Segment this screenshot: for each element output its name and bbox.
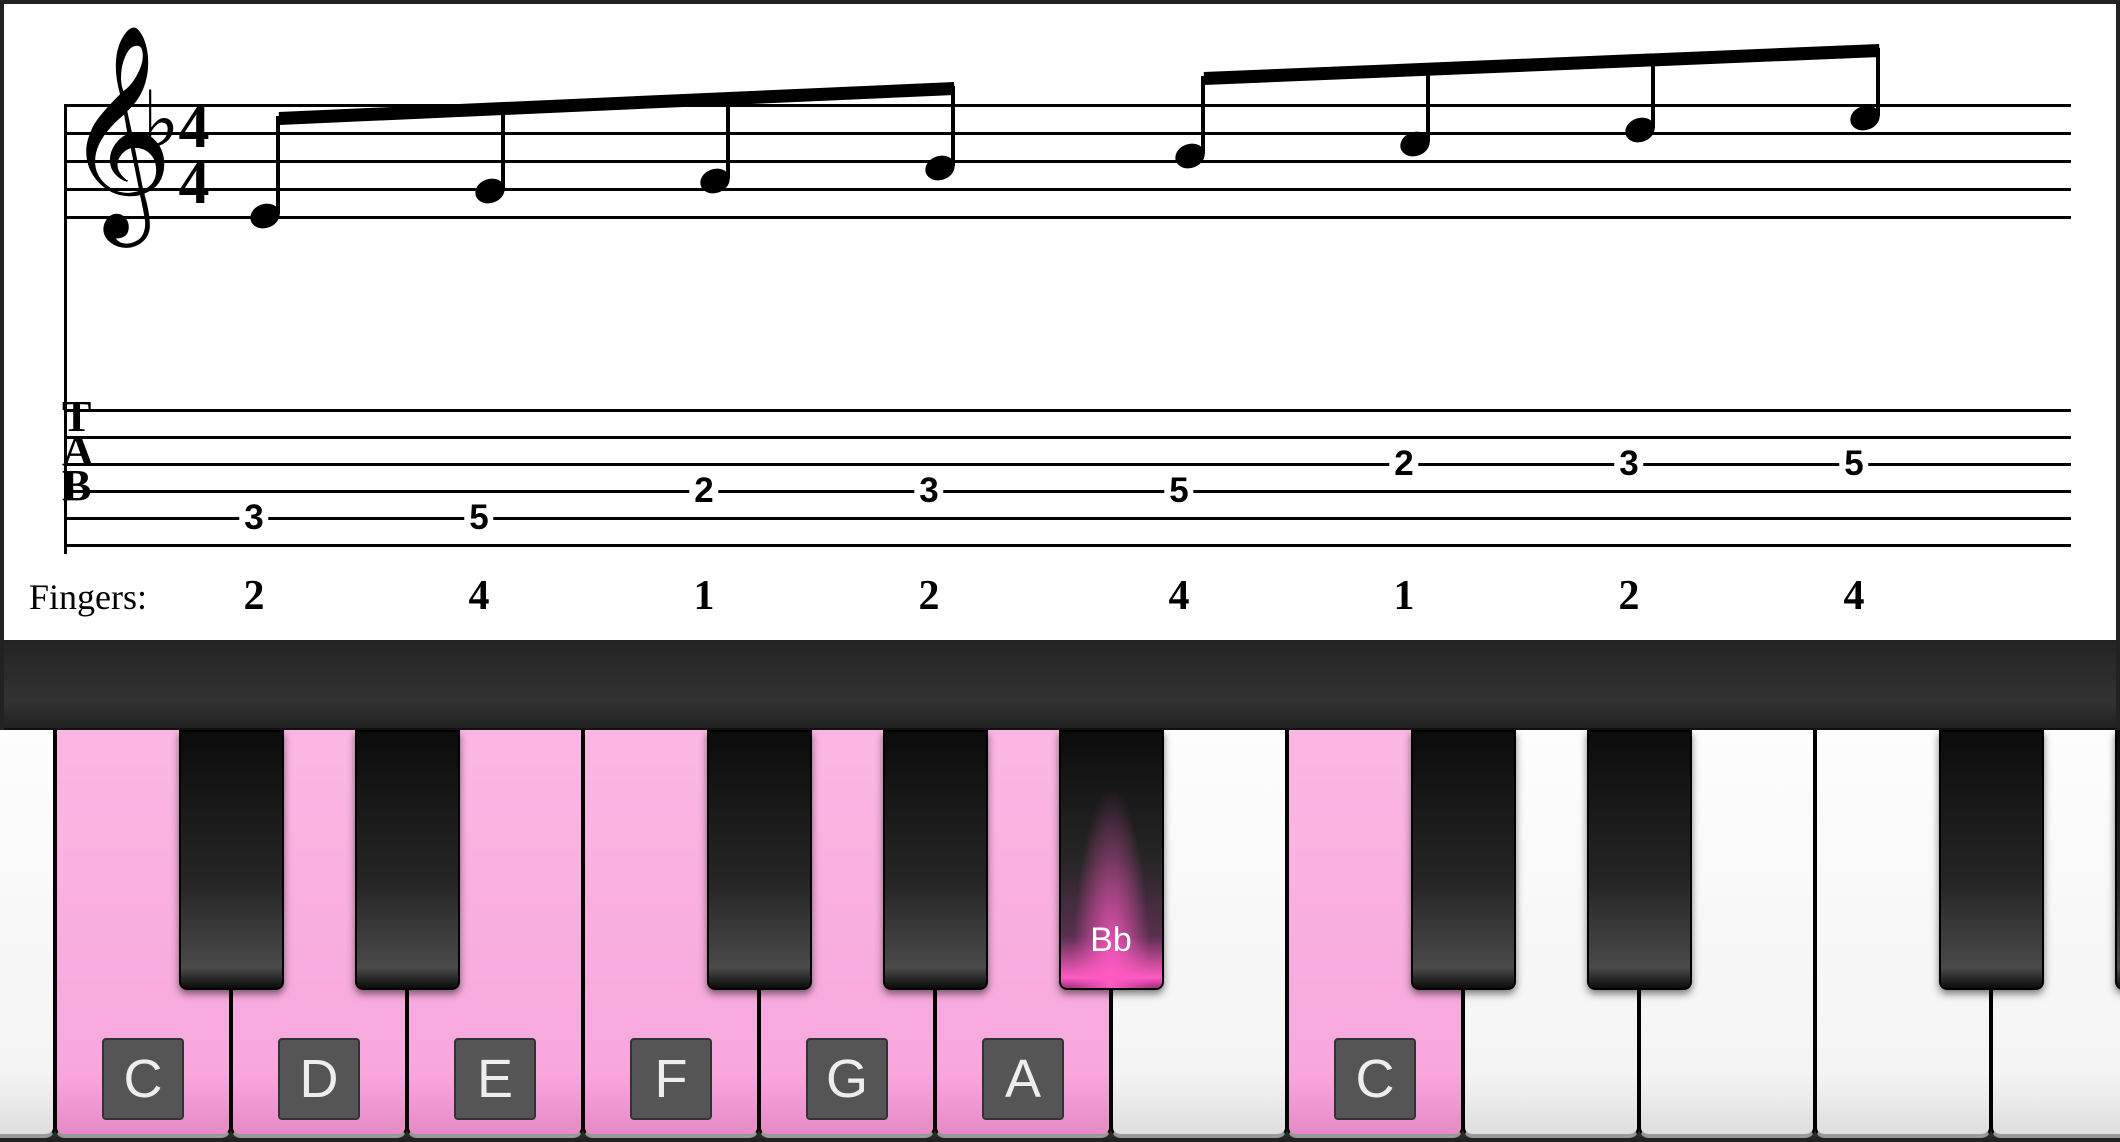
finger-number: 2 bbox=[919, 572, 940, 620]
black-key-csharp[interactable] bbox=[179, 730, 284, 990]
black-key-label: Bb bbox=[1090, 921, 1132, 960]
staff-line bbox=[64, 216, 2071, 219]
time-sig-denominator: 4 bbox=[174, 156, 214, 212]
tab-line bbox=[64, 544, 2071, 547]
tab-fret-number: 5 bbox=[1839, 444, 1868, 484]
tab-fret-number: 5 bbox=[464, 498, 493, 538]
tab-line bbox=[64, 463, 2071, 466]
staff-line bbox=[64, 132, 2071, 135]
tab-line bbox=[64, 490, 2071, 493]
piano-keys: C D E F G A C Bb bbox=[4, 730, 2116, 1138]
staff-line bbox=[64, 160, 2071, 163]
black-key-fsharp[interactable] bbox=[1939, 730, 2044, 990]
tab-fret-number: 2 bbox=[689, 471, 718, 511]
note-stem bbox=[1651, 57, 1655, 128]
piano-felt bbox=[4, 640, 2116, 730]
note-stem bbox=[276, 116, 280, 214]
tab-fret-number: 2 bbox=[1389, 444, 1418, 484]
key-label: E bbox=[454, 1038, 536, 1120]
note-stem bbox=[1426, 67, 1430, 142]
key-label: A bbox=[982, 1038, 1064, 1120]
note-stem bbox=[1876, 48, 1880, 116]
finger-number: 4 bbox=[469, 572, 490, 620]
finger-number: 4 bbox=[1169, 572, 1190, 620]
tab-label: T A B bbox=[62, 400, 92, 503]
notation-panel: 𝄞 ♭ 4 4 T A B 35235235 Fingers: 24124124 bbox=[4, 4, 2116, 644]
staff-line bbox=[64, 104, 2071, 107]
key-label: C bbox=[1334, 1038, 1416, 1120]
app-frame: 𝄞 ♭ 4 4 T A B 35235235 Fingers: 24124124… bbox=[0, 0, 2120, 1142]
black-key-csharp[interactable] bbox=[1411, 730, 1516, 990]
staff-line bbox=[64, 188, 2071, 191]
fingers-label: Fingers: bbox=[29, 576, 147, 618]
finger-number: 4 bbox=[1844, 572, 1865, 620]
time-sig-numerator: 4 bbox=[174, 100, 214, 156]
finger-number: 1 bbox=[1394, 572, 1415, 620]
key-label: G bbox=[806, 1038, 888, 1120]
tab-label-b: B bbox=[62, 469, 92, 503]
black-key-gsharp[interactable] bbox=[2115, 730, 2120, 990]
tab-staff bbox=[64, 409, 2071, 549]
note-stem bbox=[1201, 76, 1205, 154]
tab-fret-number: 3 bbox=[239, 498, 268, 538]
key-label: D bbox=[278, 1038, 360, 1120]
tab-line bbox=[64, 517, 2071, 520]
finger-number: 1 bbox=[694, 572, 715, 620]
black-key-fsharp[interactable] bbox=[707, 730, 812, 990]
tab-fret-number: 3 bbox=[1614, 444, 1643, 484]
black-key-dsharp[interactable] bbox=[1587, 730, 1692, 990]
tab-line bbox=[64, 436, 2071, 439]
tab-line bbox=[64, 409, 2071, 412]
beam bbox=[1204, 44, 1880, 85]
tab-fret-number: 3 bbox=[914, 471, 943, 511]
key-label: C bbox=[102, 1038, 184, 1120]
note-stem bbox=[726, 96, 730, 179]
finger-number: 2 bbox=[1619, 572, 1640, 620]
black-key-gsharp[interactable] bbox=[883, 730, 988, 990]
note-stem bbox=[951, 86, 955, 166]
tab-fret-number: 5 bbox=[1164, 471, 1193, 511]
black-key-dsharp[interactable] bbox=[355, 730, 460, 990]
piano-panel: C D E F G A C Bb bbox=[4, 640, 2116, 1138]
time-signature: 4 4 bbox=[174, 100, 214, 212]
key-label: F bbox=[630, 1038, 712, 1120]
finger-number: 2 bbox=[244, 572, 265, 620]
black-key-bb[interactable]: Bb bbox=[1059, 730, 1164, 990]
note-stem bbox=[501, 106, 505, 189]
white-key-b[interactable] bbox=[0, 730, 55, 1138]
